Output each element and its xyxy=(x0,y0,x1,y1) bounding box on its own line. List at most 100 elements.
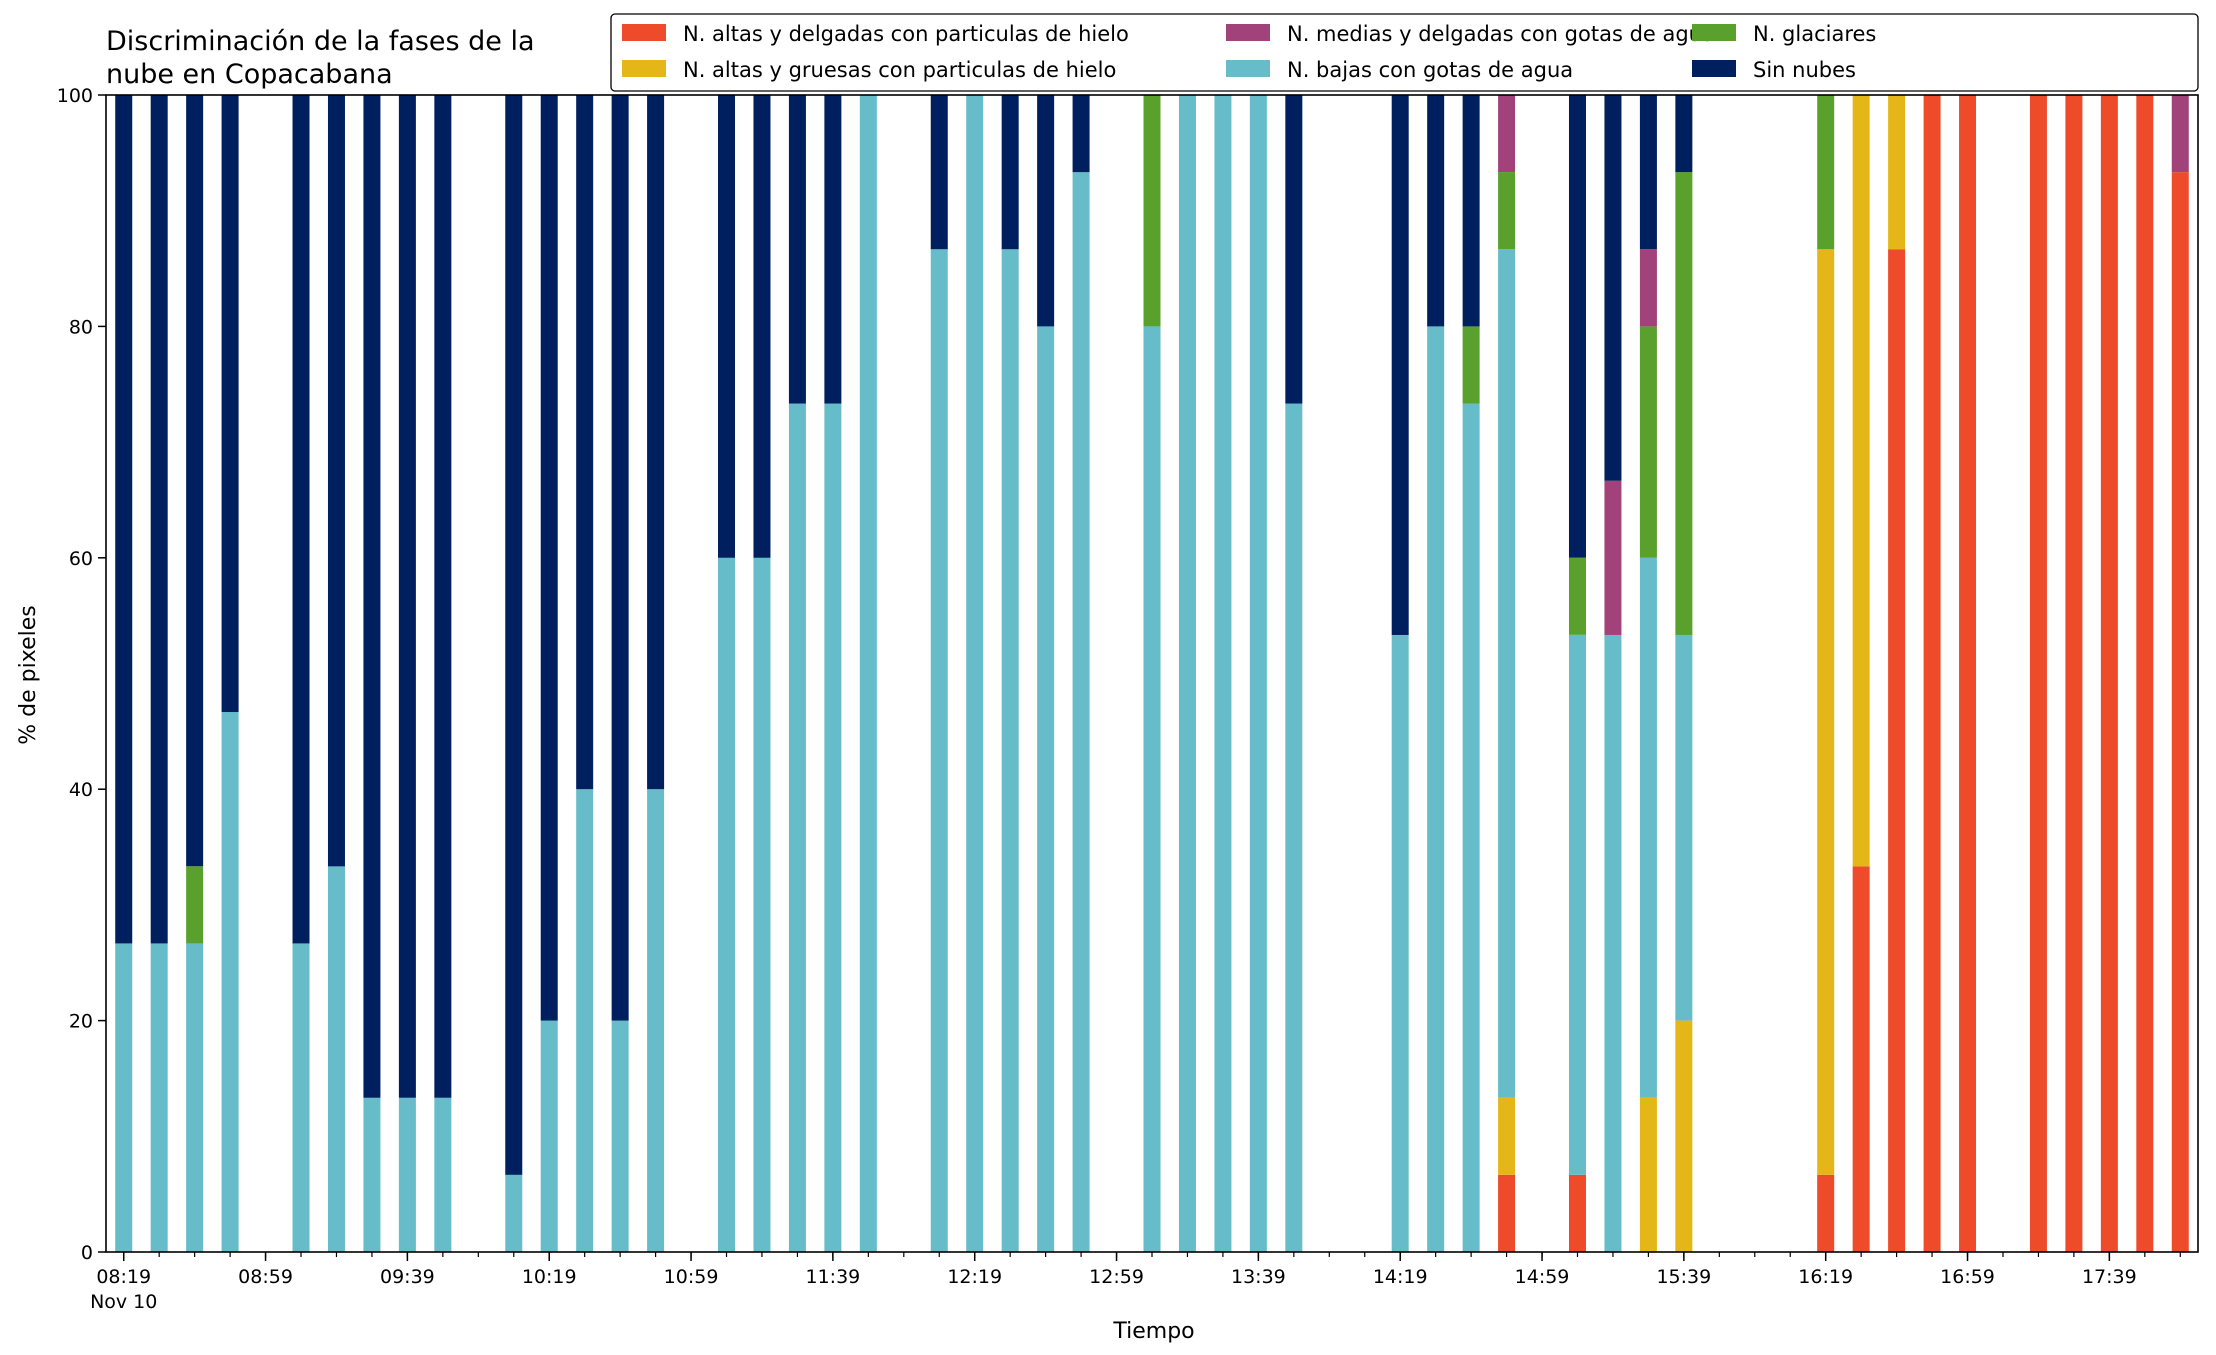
legend-swatch-altas_delgadas xyxy=(622,24,666,41)
legend-label-glaciares: N. glaciares xyxy=(1753,22,1876,46)
bar-segment-bajas xyxy=(292,943,310,1252)
y-tick-label: 20 xyxy=(69,1011,93,1033)
bar-segment-glaciares xyxy=(1817,95,1835,250)
y-tick-label: 40 xyxy=(69,779,93,801)
bar-segment-sin_nubes xyxy=(327,95,345,867)
x-tick-label: 10:19 xyxy=(522,1266,577,1288)
x-tick-sublabel: Nov 10 xyxy=(90,1291,157,1313)
legend-swatch-medias xyxy=(1226,24,1270,41)
bar-segment-altas_delgadas xyxy=(1852,866,1870,1252)
x-tick-label: 16:19 xyxy=(1798,1266,1853,1288)
bar-segment-sin_nubes xyxy=(788,95,806,404)
x-axis-label: Tiempo xyxy=(1112,1319,1194,1344)
bar-segment-bajas xyxy=(647,789,665,1252)
bar-segment-sin_nubes xyxy=(1037,95,1055,327)
bar-segment-bajas xyxy=(1391,634,1409,1252)
bar-segment-bajas xyxy=(1462,403,1480,1252)
bar-segment-altas_gruesas xyxy=(1498,1097,1516,1175)
bar-segment-altas_delgadas xyxy=(1959,95,1977,1252)
bar-segment-altas_gruesas xyxy=(1888,95,1906,250)
bar-segment-bajas xyxy=(1178,95,1196,1252)
bar-segment-altas_gruesas xyxy=(1675,1020,1693,1252)
bar-segment-sin_nubes xyxy=(1285,95,1303,404)
bar-segment-bajas xyxy=(1001,249,1019,1253)
bar-segment-sin_nubes xyxy=(1391,95,1409,635)
y-tick-label: 80 xyxy=(69,316,93,338)
x-tick-label: 16:59 xyxy=(1940,1266,1995,1288)
legend-label-bajas: N. bajas con gotas de agua xyxy=(1287,58,1573,82)
bar-segment-sin_nubes xyxy=(1675,95,1693,173)
bar-segment-bajas xyxy=(1249,95,1267,1252)
bar-segment-bajas xyxy=(1285,403,1303,1252)
bar-segment-altas_gruesas xyxy=(1639,1097,1657,1252)
bar-segment-sin_nubes xyxy=(1639,95,1657,250)
legend-label-medias: N. medias y delgadas con gotas de agua xyxy=(1287,22,1715,46)
bar-segment-bajas xyxy=(753,557,771,1252)
legend-swatch-glaciares xyxy=(1692,24,1736,41)
bar-segment-bajas xyxy=(540,1020,558,1252)
bar-segment-altas_gruesas xyxy=(1817,249,1835,1175)
bar-segment-bajas xyxy=(611,1020,629,1252)
bar-segment-bajas xyxy=(363,1097,381,1252)
bar-segment-bajas xyxy=(186,943,204,1252)
x-axis: 08:19 Nov 10 08:59 09:39 10:19 10:59 11:39 12:1… xyxy=(90,1252,2181,1313)
bar-segment-altas_gruesas xyxy=(1852,95,1870,867)
bar-segment-sin_nubes xyxy=(150,95,168,944)
x-tick-label: 11:39 xyxy=(805,1266,860,1288)
bar-segment-altas_delgadas xyxy=(2029,95,2047,1252)
bar-segment-glaciares xyxy=(1568,557,1586,635)
bar-segment-bajas xyxy=(221,712,239,1252)
bar-segment-sin_nubes xyxy=(1462,95,1480,327)
bar-segment-altas_delgadas xyxy=(1923,95,1941,1252)
bar-segment-sin_nubes xyxy=(647,95,665,790)
x-tick-label: 08:19 xyxy=(96,1266,151,1288)
legend-swatch-altas_gruesas xyxy=(622,60,666,77)
bar-segment-bajas xyxy=(718,557,736,1252)
legend-swatch-bajas xyxy=(1226,60,1270,77)
bar-segment-sin_nubes xyxy=(363,95,381,1098)
bar-segment-sin_nubes xyxy=(1072,95,1090,173)
bar-segment-glaciares xyxy=(1675,172,1693,635)
bar-segment-medias xyxy=(1639,249,1657,327)
y-tick-label: 100 xyxy=(57,85,93,107)
bar-segment-altas_delgadas xyxy=(2100,95,2118,1252)
bar-segment-sin_nubes xyxy=(434,95,452,1098)
x-tick-label: 12:59 xyxy=(1089,1266,1144,1288)
bar-segment-sin_nubes xyxy=(1568,94,1586,558)
bar-segment-sin_nubes xyxy=(930,95,948,250)
x-tick-label: 10:59 xyxy=(664,1266,719,1288)
bar-segment-bajas xyxy=(1604,634,1622,1252)
bar-segment-bajas xyxy=(576,789,594,1252)
x-tick-label: 14:59 xyxy=(1515,1266,1570,1288)
bar-segment-glaciares xyxy=(1639,326,1657,558)
legend-label-altas_gruesas: N. altas y gruesas con particulas de hie… xyxy=(683,58,1116,82)
bar-segment-glaciares xyxy=(186,866,204,944)
bar-segment-bajas xyxy=(930,249,948,1253)
bar-segment-bajas xyxy=(434,1097,452,1252)
bar-segment-bajas xyxy=(115,943,133,1252)
bar-segment-bajas xyxy=(1037,326,1055,1252)
bar-segment-bajas xyxy=(1675,634,1693,1021)
bar-segment-medias xyxy=(1498,94,1516,173)
bar-segment-bajas xyxy=(1639,557,1657,1098)
bar-segment-sin_nubes xyxy=(576,95,594,790)
bar-segment-bajas xyxy=(1214,95,1232,1252)
chart-title-line-2: nube en Copacabana xyxy=(106,59,393,90)
bar-segment-sin_nubes xyxy=(505,95,523,1175)
bar-segment-sin_nubes xyxy=(115,95,133,944)
bar-segment-bajas xyxy=(859,95,877,1252)
bar-segment-glaciares xyxy=(1143,95,1161,327)
bar-segment-altas_delgadas xyxy=(2065,95,2083,1252)
bar-segment-sin_nubes xyxy=(221,95,239,713)
bar-segment-altas_delgadas xyxy=(1568,1174,1586,1252)
bar-segment-bajas xyxy=(505,1174,523,1252)
bar-segment-sin_nubes xyxy=(824,95,842,404)
bar-segment-sin_nubes xyxy=(292,95,310,944)
x-tick-label: 09:39 xyxy=(380,1266,435,1288)
y-tick-label: 60 xyxy=(69,548,93,570)
bar-segment-bajas xyxy=(788,403,806,1252)
x-tick-label: 08:59 xyxy=(238,1266,293,1288)
bar-segment-glaciares xyxy=(1462,326,1480,404)
y-axis-label: % de pixeles xyxy=(16,605,41,744)
